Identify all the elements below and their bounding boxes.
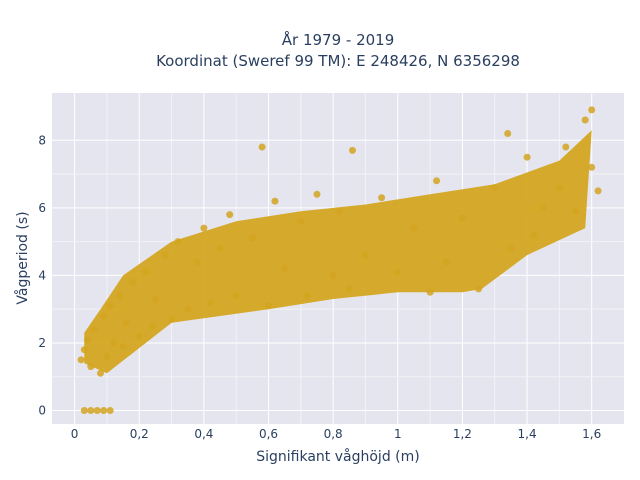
data-point xyxy=(129,278,137,286)
data-point xyxy=(148,322,156,330)
x-tick-label: 0,2 xyxy=(130,427,149,441)
x-tick-label: 0,8 xyxy=(324,427,343,441)
data-points xyxy=(77,106,602,414)
data-point xyxy=(458,214,466,222)
data-point xyxy=(206,298,214,306)
data-point xyxy=(87,363,95,371)
data-point xyxy=(410,224,418,232)
x-tick-label: 1 xyxy=(394,427,402,441)
data-point xyxy=(491,184,499,192)
data-point xyxy=(142,268,150,276)
chart-subtitle: Koordinat (Sweref 99 TM): E 248426, N 63… xyxy=(156,52,520,70)
x-tick-label: 1,2 xyxy=(453,427,472,441)
data-point xyxy=(378,194,386,202)
y-tick-label: 8 xyxy=(38,133,46,147)
data-point xyxy=(594,187,602,195)
y-tick-labels: 0 2 4 6 8 xyxy=(38,133,46,417)
data-point xyxy=(106,302,114,310)
data-point xyxy=(271,197,279,205)
data-point xyxy=(504,130,512,137)
data-point xyxy=(87,407,95,414)
x-tick-labels: 0 0,2 0,4 0,6 0,8 1 1,2 1,4 1,6 xyxy=(71,427,601,441)
x-tick-label: 1,4 xyxy=(518,427,537,441)
data-point xyxy=(265,302,272,310)
data-point xyxy=(226,211,234,219)
data-point xyxy=(106,407,114,414)
data-point xyxy=(216,244,224,252)
data-point xyxy=(103,352,111,360)
data-point xyxy=(329,271,337,279)
y-tick-label: 6 xyxy=(38,201,46,215)
data-point xyxy=(93,407,101,414)
data-point xyxy=(80,407,88,414)
data-point xyxy=(507,244,515,252)
data-point xyxy=(135,332,143,340)
y-tick-label: 2 xyxy=(38,336,46,350)
data-point xyxy=(151,295,159,303)
data-point xyxy=(475,285,483,293)
data-point xyxy=(90,325,98,333)
data-point xyxy=(530,231,537,239)
data-point xyxy=(193,258,201,266)
data-point xyxy=(174,238,182,246)
data-point xyxy=(258,143,266,151)
data-point xyxy=(109,339,117,347)
data-point xyxy=(555,184,563,192)
x-tick-label: 0,6 xyxy=(259,427,278,441)
data-point xyxy=(581,116,589,124)
data-point xyxy=(200,224,208,232)
data-point xyxy=(394,268,402,276)
y-axis-title: Vågperiod (s) xyxy=(14,211,31,304)
data-point xyxy=(100,312,108,320)
data-point xyxy=(442,258,450,266)
y-tick-label: 4 xyxy=(38,268,46,282)
x-tick-label: 1,6 xyxy=(582,427,601,441)
data-point xyxy=(97,369,104,377)
data-point xyxy=(122,319,130,327)
data-point xyxy=(116,292,124,300)
data-point xyxy=(184,305,192,313)
data-point xyxy=(281,265,289,273)
data-point xyxy=(362,251,369,259)
data-point xyxy=(345,285,353,293)
data-point xyxy=(161,251,169,259)
data-point xyxy=(588,163,596,171)
data-point xyxy=(84,336,91,344)
data-point xyxy=(248,234,256,242)
data-point xyxy=(77,356,85,364)
data-point xyxy=(539,204,547,212)
data-point xyxy=(426,288,434,296)
data-point xyxy=(313,190,321,198)
x-tick-label: 0 xyxy=(71,427,79,441)
data-point xyxy=(562,143,570,151)
data-point xyxy=(588,106,596,114)
y-tick-label: 0 xyxy=(38,403,46,417)
data-point xyxy=(523,153,531,161)
data-point xyxy=(349,146,356,154)
x-axis-title: Signifikant våghöjd (m) xyxy=(256,448,419,465)
chart-title: År 1979 - 2019 xyxy=(282,30,395,49)
data-point xyxy=(100,407,108,414)
data-point xyxy=(303,292,311,300)
data-point xyxy=(119,342,127,350)
x-tick-label: 0,4 xyxy=(194,427,213,441)
data-point xyxy=(232,292,240,300)
data-point xyxy=(80,346,88,354)
dense-point-cloud xyxy=(84,130,592,374)
data-point xyxy=(297,217,305,225)
data-point xyxy=(433,177,441,185)
data-point xyxy=(336,207,344,215)
data-point xyxy=(572,207,579,215)
data-point xyxy=(168,315,176,323)
